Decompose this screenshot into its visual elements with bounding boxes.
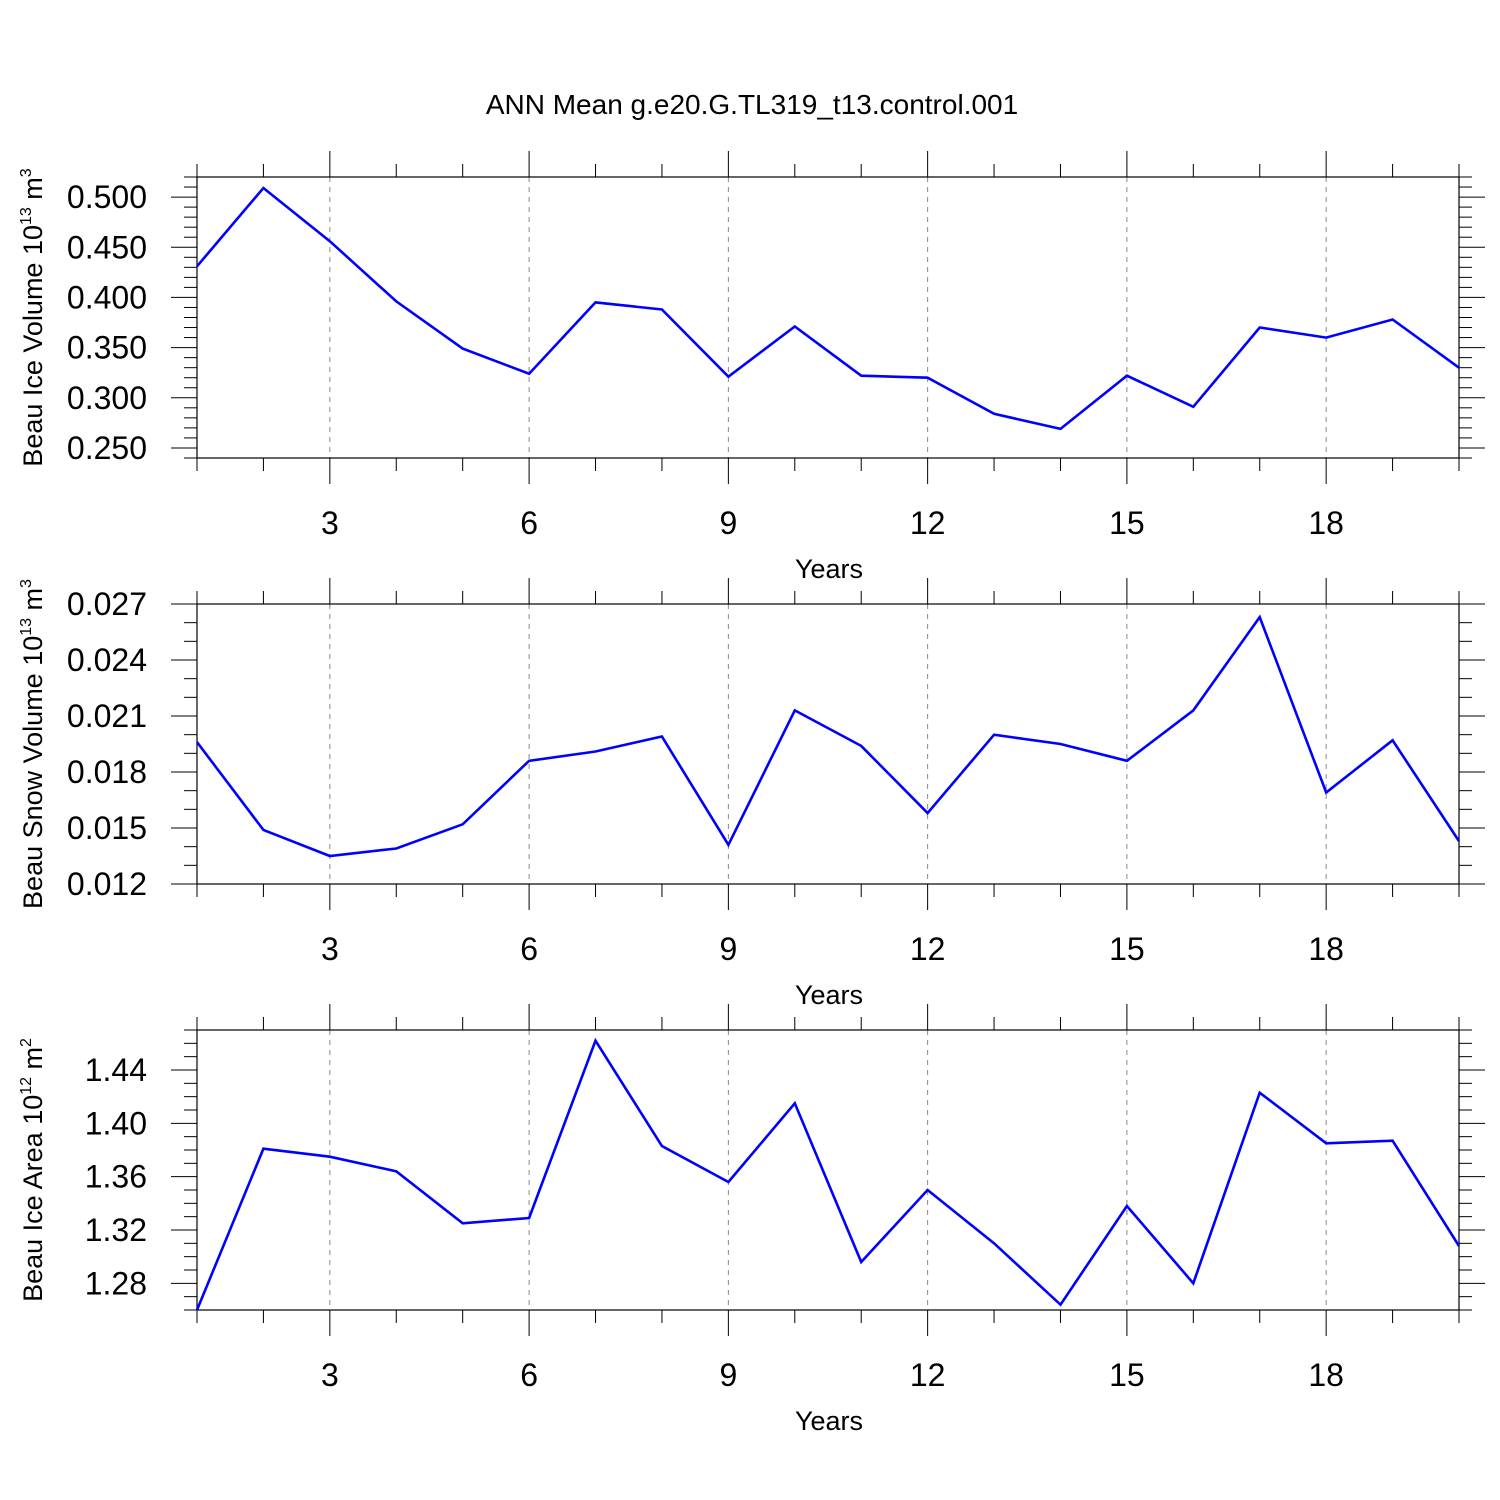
x-tick-label: 18 — [1308, 931, 1344, 967]
y-tick-label: 0.027 — [67, 586, 147, 622]
y-tick-label: 1.28 — [85, 1265, 147, 1301]
y-tick-label: 0.500 — [67, 179, 147, 215]
x-tick-label: 18 — [1308, 1357, 1344, 1393]
y-axis-label: Beau Ice Area 1012 m2 — [18, 1038, 48, 1302]
plot-frame — [196, 176, 1460, 459]
series-line — [195, 1037, 1461, 1311]
y-axis-label-part: m — [18, 1047, 48, 1077]
chart-panel-3: 3 6 9 12 15 18 1.28 1.32 1.36 1.40 1.44 Years Beau I… — [18, 1004, 1485, 1436]
chart-panel-1: 3 6 9 12 15 18 0.250 0.300 0.350 0.400 0.450 0.500 Y… — [18, 151, 1485, 584]
y-axis-label-part: Beau Ice Area 10 — [18, 1095, 48, 1302]
y-tick-label: 0.350 — [67, 330, 147, 366]
y-tick-label: 1.40 — [85, 1105, 147, 1141]
x-tick-label: 6 — [520, 505, 538, 541]
y-tick-label: 1.44 — [85, 1052, 147, 1088]
x-tick-label: 12 — [910, 505, 946, 541]
y-axis-label-part: m — [18, 177, 48, 207]
x-tick-label: 12 — [910, 931, 946, 967]
y-tick-label: 0.450 — [67, 229, 147, 265]
y-axis-label-superscript: 13 — [18, 207, 35, 225]
x-tick-label: 12 — [910, 1357, 946, 1393]
y-tick-label: 1.36 — [85, 1159, 147, 1195]
x-tick-label: 6 — [520, 1357, 538, 1393]
x-tick-label: 18 — [1308, 505, 1344, 541]
plot-frame — [196, 1029, 1460, 1311]
x-tick-label: 9 — [719, 1357, 737, 1393]
x-tick-label: 3 — [321, 505, 339, 541]
y-axis-label: Beau Snow Volume 1013 m3 — [18, 579, 48, 909]
series-line — [196, 186, 1460, 431]
x-tick-label: 3 — [321, 931, 339, 967]
y-tick-label: 1.32 — [85, 1212, 147, 1248]
x-tick-label: 15 — [1109, 1357, 1145, 1393]
y-tick-label: 0.018 — [67, 754, 147, 790]
x-tick-label: 6 — [520, 931, 538, 967]
y-tick-label: 0.400 — [67, 279, 147, 315]
y-axis-label-superscript: 2 — [18, 1038, 35, 1047]
x-axis-label: Years — [795, 554, 863, 584]
y-axis-label-part: m — [18, 588, 48, 618]
y-axis-label-superscript: 3 — [18, 168, 35, 177]
x-tick-label: 15 — [1109, 931, 1145, 967]
y-tick-label: 0.250 — [67, 430, 147, 466]
x-tick-label: 9 — [719, 931, 737, 967]
series-line — [195, 614, 1461, 858]
y-axis-label-superscript: 3 — [18, 579, 35, 588]
y-axis-label: Beau Ice Volume 1013 m3 — [18, 168, 48, 466]
x-tick-label: 3 — [321, 1357, 339, 1393]
y-tick-label: 0.300 — [67, 380, 147, 416]
y-tick-label: 0.021 — [67, 698, 147, 734]
y-tick-label: 0.024 — [67, 642, 147, 678]
y-tick-label: 0.012 — [67, 866, 147, 902]
x-tick-label: 15 — [1109, 505, 1145, 541]
chart-panel-2: 3 6 9 12 15 18 0.012 0.015 0.018 0.021 0.024 0.027 Y… — [18, 578, 1485, 1010]
y-axis-label-superscript: 13 — [18, 618, 35, 636]
y-tick-label: 0.015 — [67, 810, 147, 846]
y-axis-label-part: Beau Snow Volume 10 — [18, 636, 48, 909]
x-tick-label: 9 — [719, 505, 737, 541]
y-axis-label-superscript: 12 — [18, 1077, 35, 1095]
x-axis-label: Years — [795, 1406, 863, 1436]
chart-title: ANN Mean g.e20.G.TL319_t13.control.001 — [486, 89, 1018, 120]
x-axis-label: Years — [795, 980, 863, 1010]
y-axis-label-part: Beau Ice Volume 10 — [18, 225, 48, 467]
